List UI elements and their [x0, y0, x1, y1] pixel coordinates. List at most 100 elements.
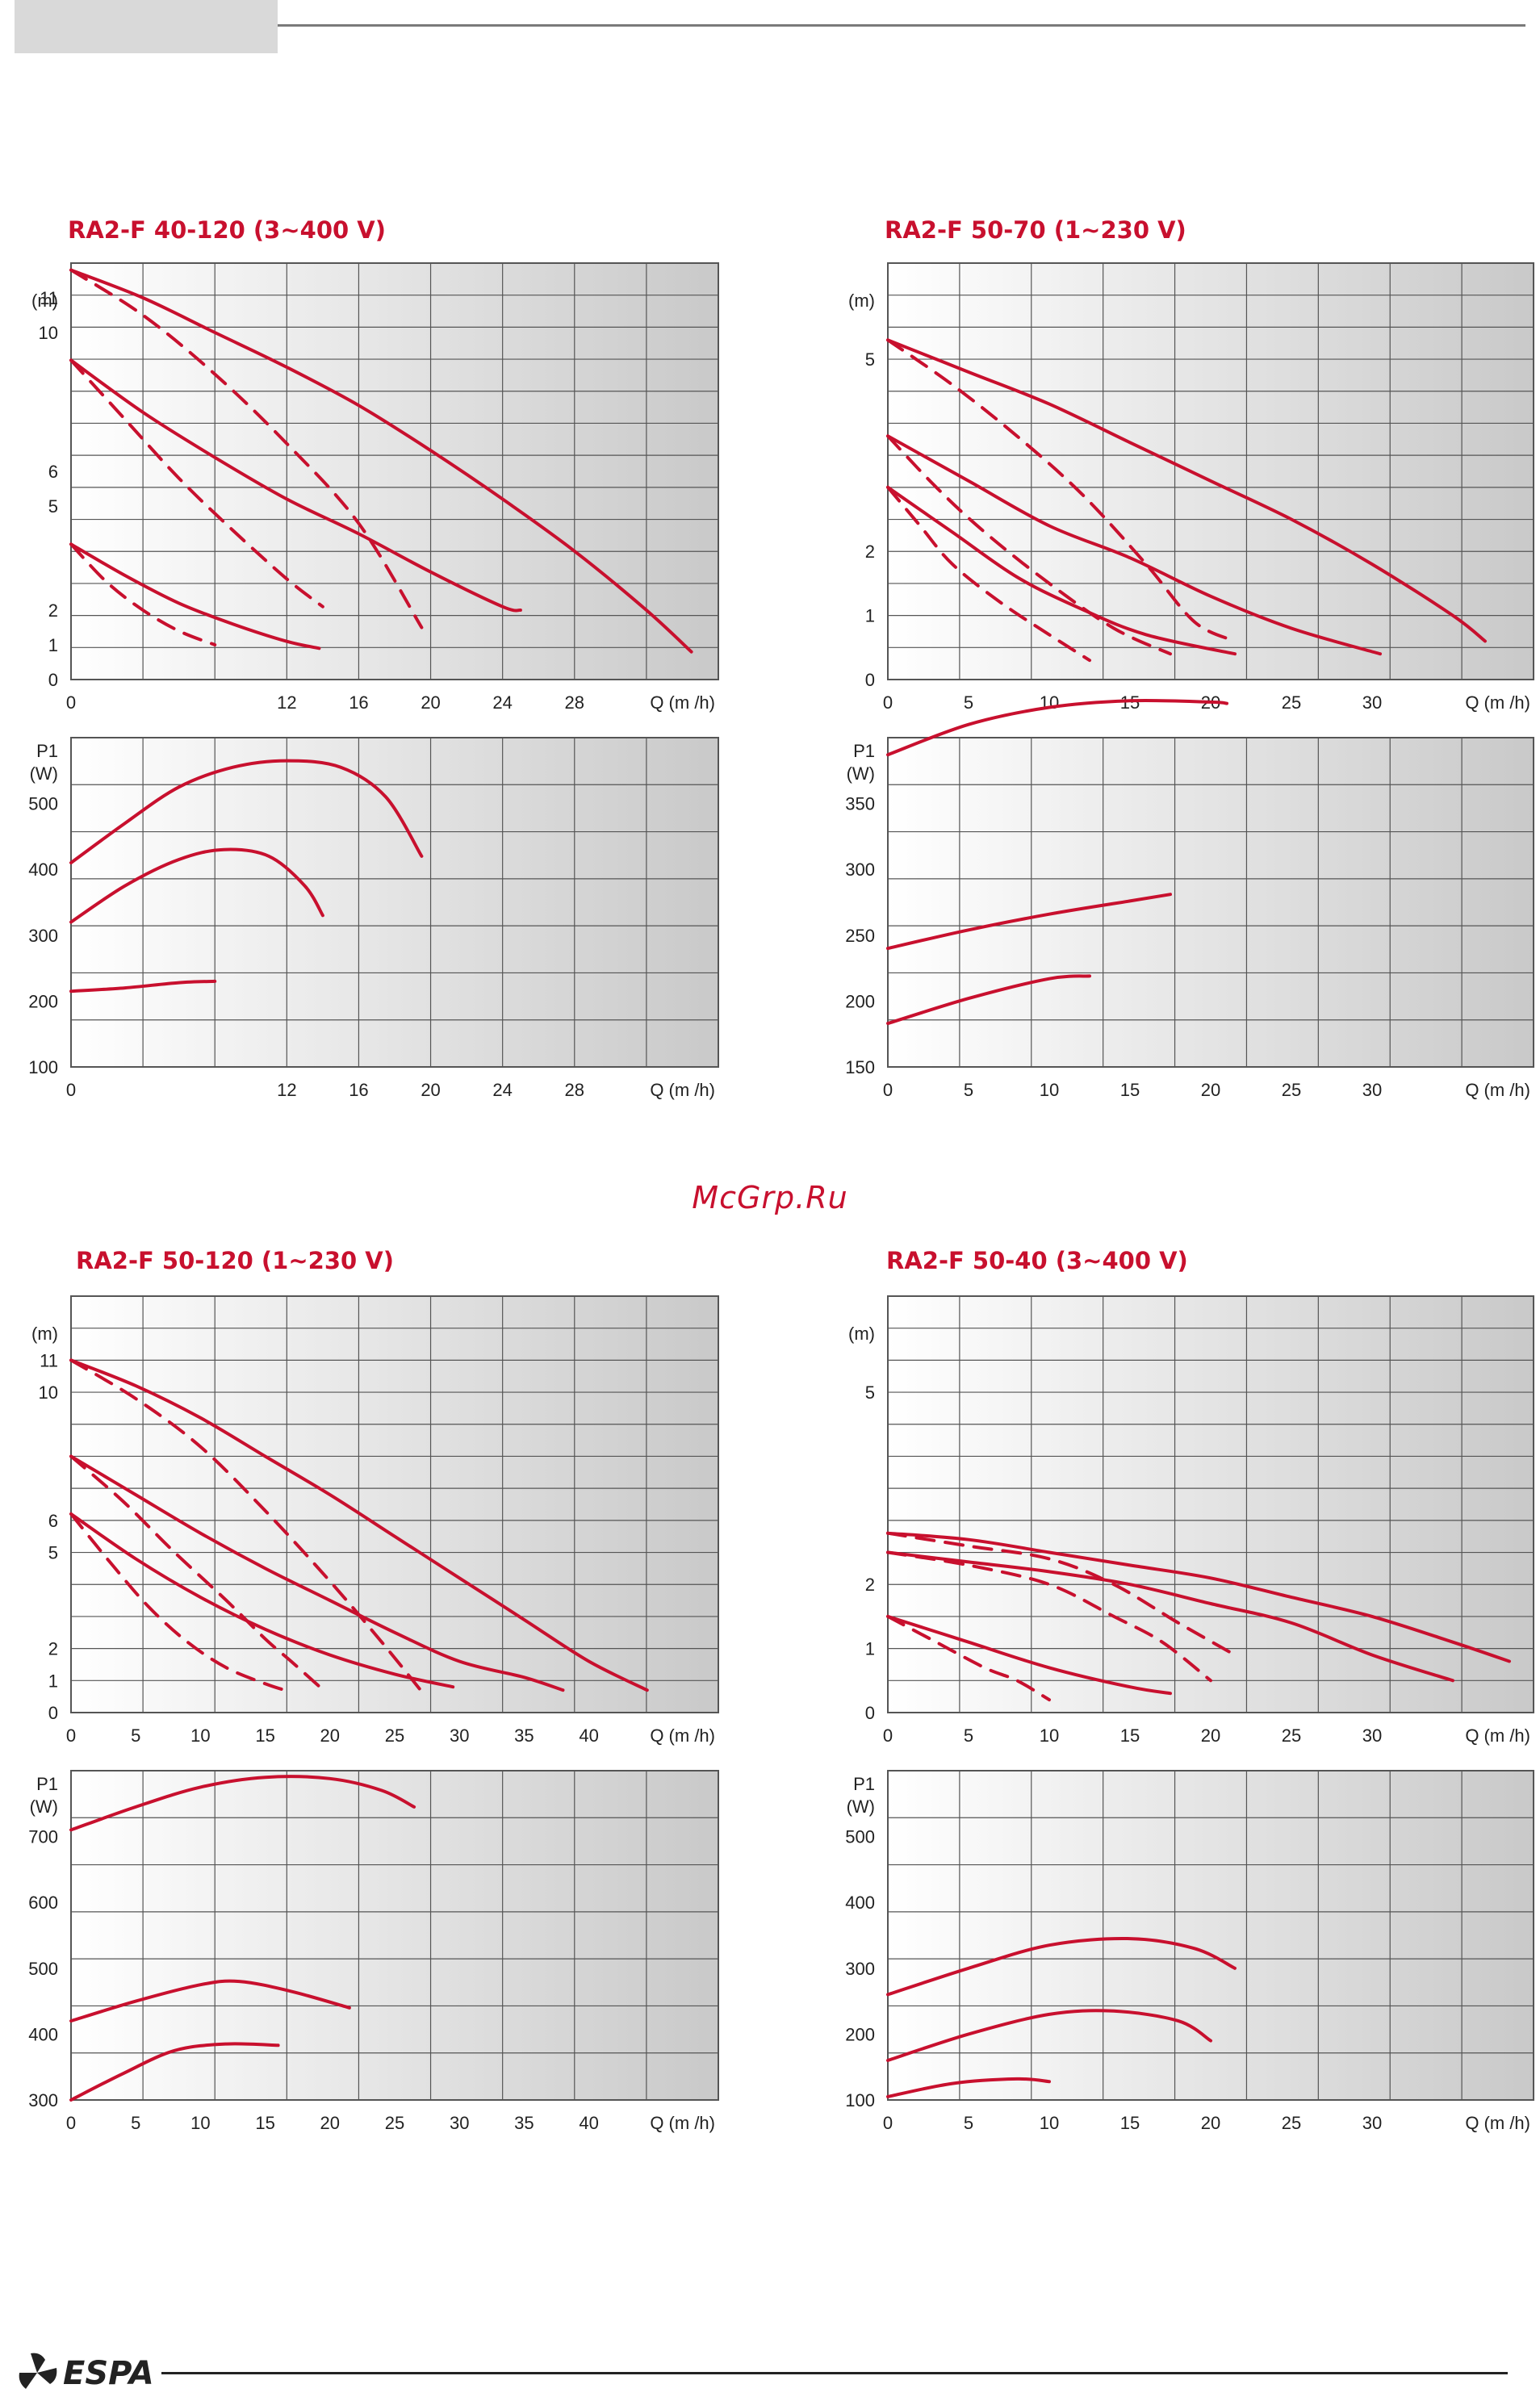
y-axis-label: P1 — [853, 741, 875, 761]
series-curve-dashed — [69, 1512, 287, 1692]
y-tick-label: 5 — [865, 349, 875, 370]
x-tick-label: 12 — [277, 1080, 296, 1100]
plot-area — [887, 1770, 1534, 2101]
x-tick-label: 25 — [1282, 1725, 1301, 1746]
plot-area — [887, 1295, 1534, 1713]
series-curve-solid — [69, 542, 321, 650]
x-tick-label: 25 — [1282, 692, 1301, 713]
x-tick-label: 40 — [579, 1725, 598, 1746]
series-curve-solid — [886, 893, 1172, 951]
y-tick-label: 5 — [48, 1543, 58, 1563]
series-curve-solid — [886, 1531, 1511, 1663]
y-tick-label: 2 — [48, 600, 58, 621]
y-tick-label: 1 — [48, 635, 58, 655]
series-curve-solid — [69, 847, 324, 924]
y-tick-label: 500 — [28, 1959, 58, 1979]
y-tick-label: 0 — [865, 1703, 875, 1723]
series-curve-solid — [69, 358, 522, 613]
x-tick-label: 20 — [1201, 1080, 1220, 1100]
series-curve-solid — [886, 434, 1382, 656]
y-tick-label: 400 — [28, 2024, 58, 2044]
series-curve-dashed — [69, 1454, 325, 1692]
x-tick-label: 16 — [349, 692, 368, 713]
series-curve-solid — [886, 1550, 1454, 1683]
x-axis-label: Q (m /h) — [650, 2113, 715, 2133]
y-axis-label: (W) — [30, 1797, 58, 1817]
x-tick-label: 5 — [964, 2113, 973, 2133]
series-curve-solid — [886, 2009, 1212, 2062]
x-tick-label: 0 — [66, 692, 76, 713]
x-axis-label: Q (m /h) — [650, 1725, 715, 1746]
x-tick-label: 28 — [565, 1080, 584, 1100]
x-tick-label: 20 — [1201, 2113, 1220, 2133]
y-tick-label: 300 — [845, 860, 875, 880]
x-axis-label: Q (m /h) — [1465, 1080, 1530, 1100]
y-tick-label: 300 — [845, 1959, 875, 1979]
x-tick-label: 10 — [190, 2113, 210, 2133]
y-tick-label: 5 — [48, 496, 58, 517]
y-axis-label: P1 — [36, 1774, 58, 1794]
x-axis-label: Q (m /h) — [1465, 1725, 1530, 1746]
series-curve-dashed — [886, 485, 1091, 663]
y-axis-label: (m) — [31, 1324, 58, 1344]
y-tick-label: 600 — [28, 1893, 58, 1913]
series-curve-solid — [69, 759, 424, 864]
y-tick-label: 5 — [865, 1382, 875, 1403]
y-tick-label: 0 — [865, 670, 875, 690]
series-curve-solid — [69, 2042, 280, 2102]
x-tick-label: 0 — [883, 2113, 893, 2133]
series-curve-solid — [69, 1454, 565, 1692]
x-tick-label: 24 — [492, 1080, 512, 1100]
x-tick-label: 15 — [255, 2113, 274, 2133]
series-curve-solid — [69, 979, 217, 993]
x-tick-label: 25 — [385, 1725, 404, 1746]
x-tick-label: 30 — [1362, 692, 1382, 713]
plot-area — [887, 262, 1534, 680]
x-tick-label: 15 — [1120, 2113, 1140, 2133]
y-tick-label: 200 — [28, 991, 58, 1011]
x-axis-label: Q (m /h) — [1465, 2113, 1530, 2133]
y-axis-label: P1 — [853, 1774, 875, 1794]
series-curve-dashed — [69, 358, 324, 609]
watermark: McGrp.Ru — [692, 1180, 848, 1215]
espa-logo-icon — [19, 2353, 57, 2389]
y-tick-label: 100 — [28, 1057, 58, 1077]
header-rule — [278, 24, 1525, 27]
y-tick-label: 350 — [845, 794, 875, 814]
x-tick-label: 16 — [349, 1080, 368, 1100]
x-tick-label: 28 — [565, 692, 584, 713]
x-tick-label: 10 — [190, 1725, 210, 1746]
y-tick-label: 250 — [845, 926, 875, 946]
y-tick-label: 2 — [865, 542, 875, 562]
x-tick-label: 5 — [964, 1080, 973, 1100]
y-axis-label: P1 — [36, 741, 58, 761]
x-tick-label: 25 — [1282, 2113, 1301, 2133]
y-tick-label: 1 — [48, 1671, 58, 1691]
y-tick-label: 1 — [865, 606, 875, 626]
y-tick-label: 6 — [48, 1511, 58, 1531]
x-tick-label: 0 — [66, 1080, 76, 1100]
x-tick-label: 5 — [131, 2113, 140, 2133]
x-tick-label: 12 — [277, 692, 296, 713]
x-tick-label: 5 — [131, 1725, 140, 1746]
x-tick-label: 20 — [421, 1080, 440, 1100]
x-tick-label: 35 — [514, 2113, 534, 2133]
y-axis-label: (m) — [848, 1324, 875, 1344]
series-curve-solid — [69, 1512, 455, 1689]
logo-text: ESPA — [63, 2355, 154, 2392]
y-tick-label: 6 — [48, 462, 58, 482]
y-tick-label: 11 — [40, 1350, 58, 1370]
x-axis-label: Q (m /h) — [1465, 692, 1530, 713]
y-axis-label: (m) — [848, 291, 875, 311]
y-axis-label: (W) — [30, 763, 58, 784]
x-tick-label: 10 — [1040, 1080, 1059, 1100]
series-curve-solid — [886, 338, 1487, 643]
y-tick-label: 300 — [28, 2090, 58, 2110]
y-tick-label: 2 — [48, 1639, 58, 1659]
y-tick-label: 150 — [845, 1057, 875, 1077]
x-tick-label: 30 — [450, 2113, 469, 2133]
chart-title-ra2f-50-70: RA2-F 50-70 (1~230 V) — [885, 216, 1186, 244]
x-tick-label: 25 — [1282, 1080, 1301, 1100]
series-curve-dashed — [886, 338, 1237, 643]
header-bar — [15, 0, 278, 53]
